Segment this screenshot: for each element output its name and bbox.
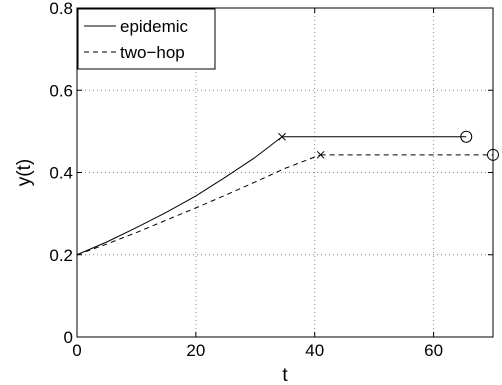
x-marker-two-hop: [316, 150, 325, 159]
axis-ticks: 0 20 40 60 0 0.2 0.4 0.6 0.8: [49, 0, 493, 360]
legend-box: [77, 8, 216, 70]
y-tick-label: 0.6: [49, 81, 73, 100]
x-marker-epidemic: [278, 132, 286, 141]
y-tick-label: 0.8: [49, 0, 73, 18]
legend: epidemic two−hop: [77, 8, 216, 70]
x-tick-label: 0: [72, 341, 81, 360]
series-line-epidemic: [76, 136, 283, 256]
legend-label-two-hop: two−hop: [120, 43, 185, 62]
x-tick-label: 60: [424, 341, 443, 360]
y-tick-label: 0.2: [49, 246, 73, 265]
legend-label-epidemic: epidemic: [120, 17, 189, 36]
y-tick-label: 0.4: [49, 164, 73, 183]
series-line-two-hop: [76, 154, 321, 256]
grid-lines: [77, 8, 493, 337]
y-tick-label: 0: [64, 328, 73, 347]
x-axis-label: t: [282, 365, 288, 385]
circle-marker-epidemic: [460, 130, 473, 143]
y-axis-label: y(t): [14, 159, 35, 186]
x-tick-label: 20: [186, 341, 205, 360]
x-tick-label: 40: [305, 341, 324, 360]
